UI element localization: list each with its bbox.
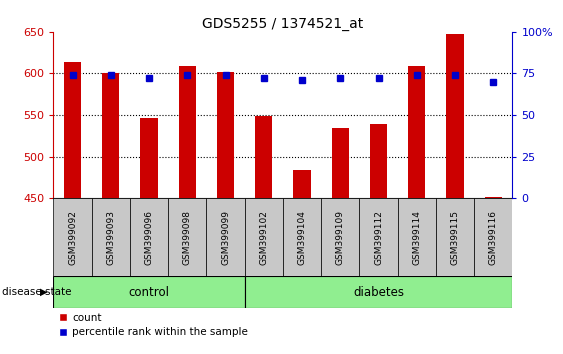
Text: control: control	[128, 286, 169, 298]
Text: disease state: disease state	[2, 287, 71, 297]
Bar	[408, 66, 425, 198]
Bar	[446, 34, 463, 198]
Text: GSM399109: GSM399109	[336, 210, 345, 265]
Bar	[53, 198, 92, 276]
Text: GSM399099: GSM399099	[221, 210, 230, 265]
Text: GSM399116: GSM399116	[489, 210, 498, 265]
Bar	[102, 74, 119, 198]
Bar	[370, 124, 387, 198]
Text: GSM399092: GSM399092	[68, 210, 77, 265]
Bar	[141, 118, 158, 198]
Bar	[293, 170, 311, 198]
Bar	[207, 198, 245, 276]
Text: GSM399112: GSM399112	[374, 210, 383, 265]
Text: GSM399115: GSM399115	[450, 210, 459, 265]
Legend: count, percentile rank within the sample: count, percentile rank within the sample	[59, 313, 248, 337]
Bar	[359, 198, 397, 276]
Bar	[474, 198, 512, 276]
Text: diabetes: diabetes	[353, 286, 404, 298]
Text: GSM399096: GSM399096	[145, 210, 154, 265]
Bar	[130, 198, 168, 276]
Text: ▶: ▶	[41, 287, 48, 297]
Bar	[485, 196, 502, 198]
Bar	[53, 276, 245, 308]
Bar	[92, 198, 130, 276]
Bar	[332, 129, 349, 198]
Text: GSM399104: GSM399104	[297, 210, 306, 265]
Bar	[217, 72, 234, 198]
Bar	[168, 198, 207, 276]
Bar	[283, 198, 321, 276]
Text: GSM399098: GSM399098	[183, 210, 192, 265]
Text: GSM399114: GSM399114	[412, 210, 421, 265]
Title: GDS5255 / 1374521_at: GDS5255 / 1374521_at	[202, 17, 364, 31]
Text: GSM399093: GSM399093	[106, 210, 115, 265]
Bar	[321, 198, 359, 276]
Bar	[255, 116, 272, 198]
Bar	[397, 198, 436, 276]
Bar	[178, 66, 196, 198]
Text: GSM399102: GSM399102	[260, 210, 269, 265]
Bar	[245, 276, 512, 308]
Bar	[64, 62, 81, 198]
Bar	[436, 198, 474, 276]
Bar	[245, 198, 283, 276]
